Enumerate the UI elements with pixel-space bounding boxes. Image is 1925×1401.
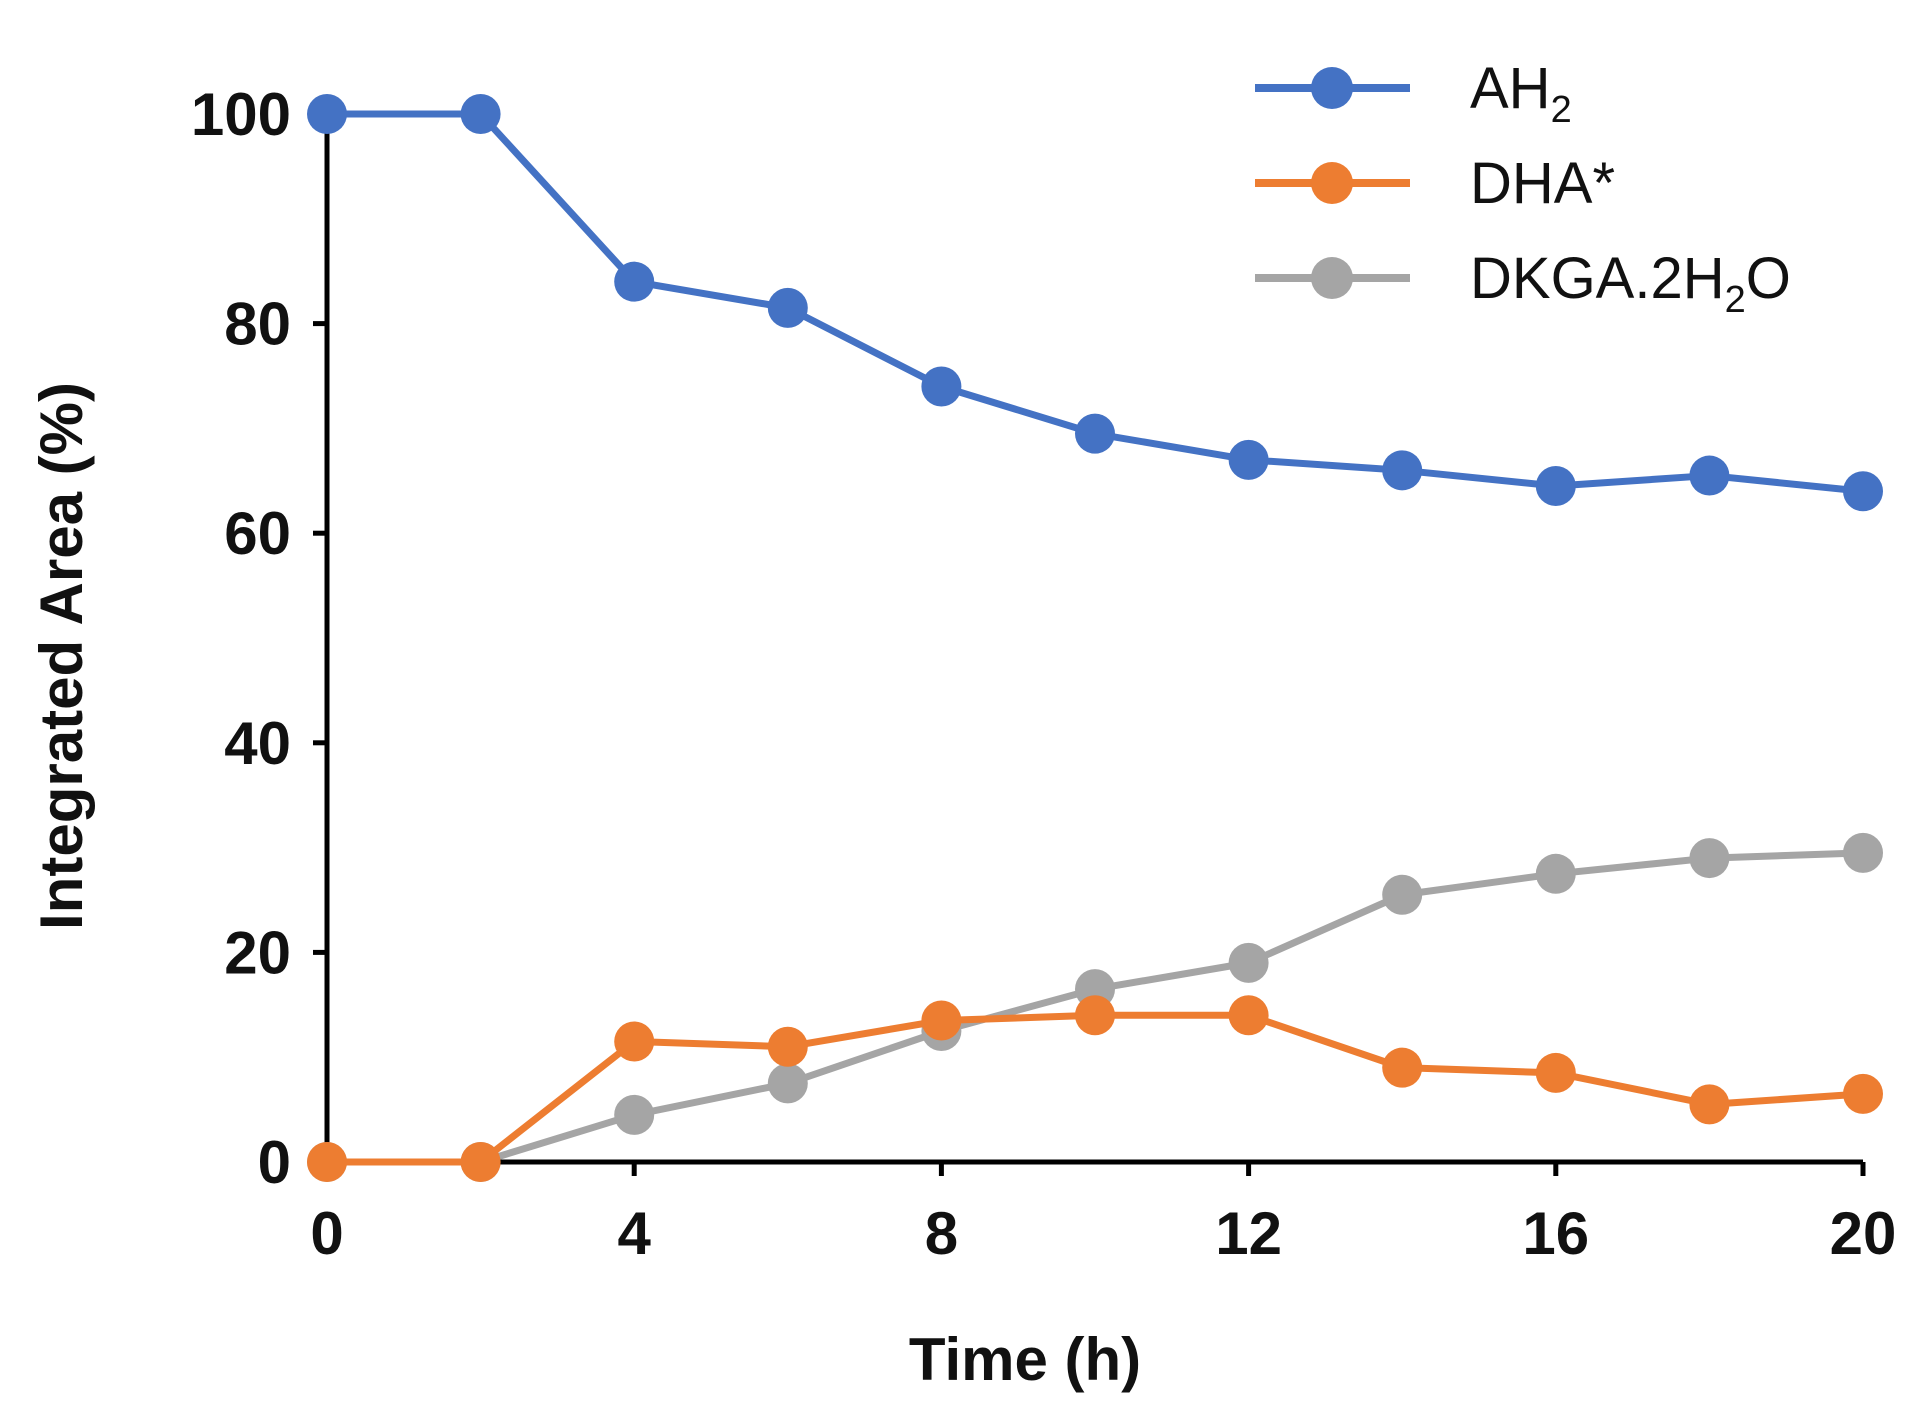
data-point xyxy=(1382,874,1423,915)
x-tick-label: 4 xyxy=(618,1200,652,1267)
data-point xyxy=(614,261,655,302)
data-point xyxy=(1228,439,1269,480)
legend-label-main: AH xyxy=(1470,56,1551,121)
y-tick-label: 60 xyxy=(224,500,291,567)
legend-label-subscript: 2 xyxy=(1551,89,1572,131)
data-point xyxy=(1075,413,1115,454)
data-point xyxy=(614,1094,655,1135)
x-axis-title: Time (h) xyxy=(909,1326,1141,1393)
data-point xyxy=(921,1000,962,1041)
legend-entry: DHA* xyxy=(1255,151,1615,216)
x-tick-label: 8 xyxy=(925,1200,958,1267)
x-tick-label: 12 xyxy=(1215,1200,1282,1267)
data-point xyxy=(307,1142,347,1182)
data-point xyxy=(307,94,347,134)
y-tick-label: 100 xyxy=(191,81,291,148)
data-point xyxy=(1382,1047,1423,1088)
legend-entry: AH2 xyxy=(1255,56,1572,131)
series-dha- xyxy=(307,995,1883,1182)
legend-label-main: DHA* xyxy=(1470,151,1615,216)
series-layer xyxy=(307,94,1883,1182)
legend-label: DHA* xyxy=(1470,151,1615,216)
data-point xyxy=(1535,466,1576,507)
data-point xyxy=(1228,995,1269,1036)
legend-swatch-marker xyxy=(1311,67,1353,109)
data-point xyxy=(460,94,501,134)
data-point xyxy=(460,1142,501,1182)
data-point xyxy=(1382,450,1423,491)
data-point xyxy=(1535,853,1576,894)
data-point xyxy=(1228,942,1269,983)
data-point xyxy=(1535,1052,1576,1093)
data-point xyxy=(767,1063,808,1104)
data-point xyxy=(1689,455,1730,496)
series-ah2 xyxy=(307,94,1883,512)
y-tick-label: 0 xyxy=(258,1129,291,1196)
data-point xyxy=(1689,838,1730,879)
data-point xyxy=(1075,995,1115,1036)
legend-label-main: DKGA.2H xyxy=(1470,246,1725,311)
legend-label: AH2 xyxy=(1470,56,1572,131)
data-point xyxy=(1843,471,1883,512)
data-point xyxy=(921,366,962,407)
data-point xyxy=(767,1026,808,1067)
legend-label: DKGA.2H2O xyxy=(1470,246,1791,321)
legend-swatch-marker xyxy=(1311,257,1353,299)
legend-entry: DKGA.2H2O xyxy=(1255,246,1791,321)
data-point xyxy=(1843,1073,1883,1114)
legend-label-subscript: 2 xyxy=(1725,279,1746,321)
data-point xyxy=(767,287,808,328)
legend-swatch-marker xyxy=(1311,162,1353,204)
x-tick-label: 16 xyxy=(1522,1200,1589,1267)
legend-label-tail: O xyxy=(1746,246,1791,311)
x-tick-label: 0 xyxy=(310,1200,343,1267)
data-point xyxy=(614,1021,655,1062)
data-point xyxy=(1689,1084,1730,1125)
y-tick-label: 20 xyxy=(224,919,291,986)
y-axis-title: Integrated Area (%) xyxy=(28,382,95,930)
y-tick-label: 40 xyxy=(224,710,291,777)
data-point xyxy=(1843,832,1883,873)
x-tick-label: 20 xyxy=(1830,1200,1897,1267)
y-tick-label: 80 xyxy=(224,291,291,358)
